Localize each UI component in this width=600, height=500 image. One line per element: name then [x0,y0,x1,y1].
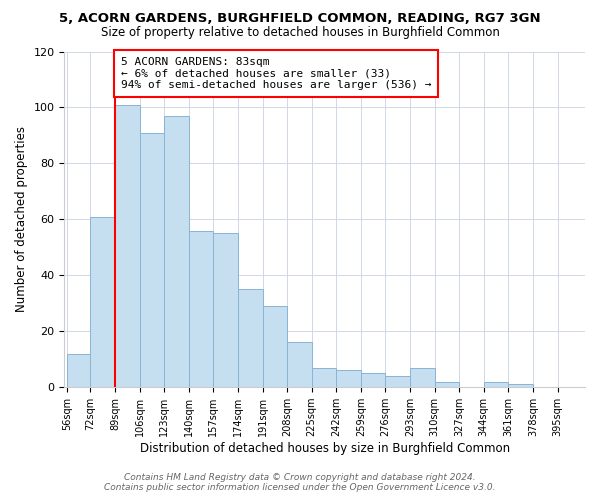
Bar [484,382,508,387]
Bar [214,234,238,387]
Bar [311,368,336,387]
Bar [263,306,287,387]
Text: Size of property relative to detached houses in Burghfield Common: Size of property relative to detached ho… [101,26,499,39]
Bar [189,230,214,387]
Bar [361,373,385,387]
Text: 5 ACORN GARDENS: 83sqm
← 6% of detached houses are smaller (33)
94% of semi-deta: 5 ACORN GARDENS: 83sqm ← 6% of detached … [121,57,431,90]
Y-axis label: Number of detached properties: Number of detached properties [15,126,28,312]
Bar [287,342,311,387]
X-axis label: Distribution of detached houses by size in Burghfield Common: Distribution of detached houses by size … [140,442,510,455]
Bar [140,132,164,387]
Bar [91,216,115,387]
Bar [164,116,189,387]
Text: 5, ACORN GARDENS, BURGHFIELD COMMON, READING, RG7 3GN: 5, ACORN GARDENS, BURGHFIELD COMMON, REA… [59,12,541,26]
Bar [508,384,533,387]
Bar [336,370,361,387]
Bar [385,376,410,387]
Bar [67,354,92,387]
Bar [238,290,263,387]
Bar [410,368,434,387]
Bar [434,382,459,387]
Bar [115,104,140,387]
Text: Contains HM Land Registry data © Crown copyright and database right 2024.
Contai: Contains HM Land Registry data © Crown c… [104,473,496,492]
